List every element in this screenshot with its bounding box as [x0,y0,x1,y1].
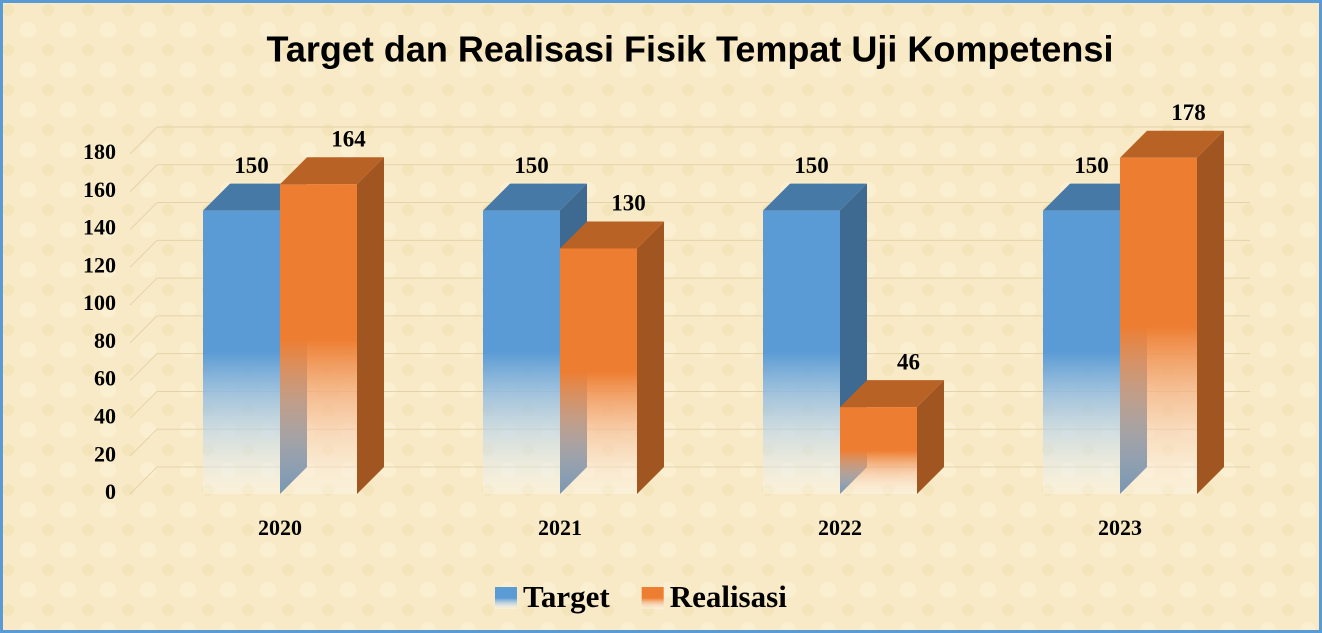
bar-top [840,380,944,408]
y-tick-label: 40 [94,403,116,428]
y-tick-label: 120 [83,252,116,277]
y-tick-label: 180 [83,139,116,164]
grid-line [129,466,158,495]
grid-line [129,126,158,155]
bar [560,248,637,494]
y-tick-label: 100 [83,290,116,315]
data-label: 130 [611,191,646,216]
grid-line [129,315,158,344]
bar-top [280,157,384,185]
grid-line [129,202,158,230]
bar [203,210,280,494]
data-label: 150 [1074,153,1109,178]
bar-top [483,183,587,211]
grid-line [129,391,158,419]
bar [763,210,840,494]
data-label: 150 [794,153,829,178]
y-tick-label: 60 [94,366,116,391]
legend-label: Realisasi [670,579,788,614]
x-tick-label: 2021 [538,515,582,540]
data-label: 150 [234,153,269,178]
y-tick-label: 20 [94,441,116,466]
grid-line [129,277,158,306]
y-tick-label: 140 [83,215,116,240]
bar [840,407,917,494]
bar-side [357,157,384,494]
y-tick-label: 160 [83,177,116,202]
grid-line [129,353,158,382]
legend-swatch [495,587,517,609]
bar-side [637,221,664,494]
bar [1043,210,1120,494]
bar-top [1120,130,1224,158]
grid-line [129,239,158,268]
grid-line [129,428,158,457]
x-tick-label: 2023 [1098,515,1142,540]
x-tick-label: 2022 [818,515,862,540]
legend-label: Target [523,579,610,614]
x-tick-label: 2020 [258,515,302,540]
bar-side [1197,130,1224,494]
bar [1120,157,1197,494]
y-tick-label: 80 [94,328,116,353]
bar [280,184,357,494]
data-label: 46 [897,349,920,374]
chart-title: Target dan Realisasi Fisik Tempat Uji Ko… [267,29,1114,70]
bar [483,210,560,494]
legend-swatch [641,587,664,609]
data-label: 178 [1171,100,1206,125]
data-label: 164 [331,127,366,152]
bar-side [917,380,944,494]
grid-line [129,164,158,193]
data-label: 150 [514,153,549,178]
bar-top [560,221,664,249]
bar-top [763,183,867,211]
y-tick-label: 0 [105,479,116,504]
